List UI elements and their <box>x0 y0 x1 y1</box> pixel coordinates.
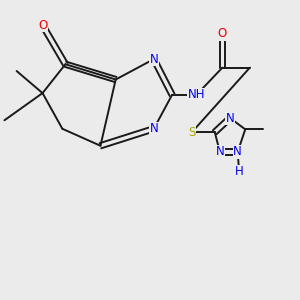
Text: N: N <box>149 52 158 66</box>
Text: O: O <box>218 27 227 40</box>
Text: N: N <box>226 112 234 124</box>
Text: H: H <box>235 165 244 178</box>
Text: S: S <box>188 126 196 139</box>
Text: N: N <box>149 122 158 135</box>
Text: N: N <box>215 146 224 158</box>
Text: NH: NH <box>188 88 205 101</box>
Text: O: O <box>38 19 47 32</box>
Text: N: N <box>233 146 242 158</box>
